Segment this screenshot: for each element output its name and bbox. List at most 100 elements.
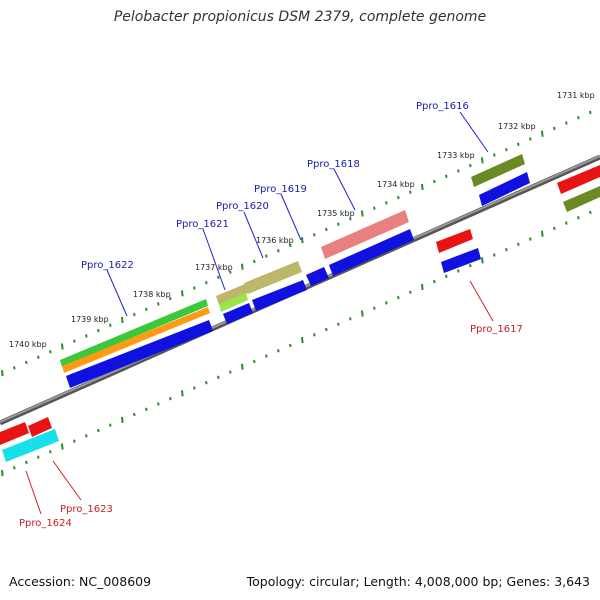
tick-mark xyxy=(25,460,28,465)
tick-mark xyxy=(73,439,76,443)
tick-mark xyxy=(157,302,160,306)
gene-ppro-1621-inner[interactable] xyxy=(219,293,248,312)
leader-ppro-1623 xyxy=(52,460,82,501)
tick-mark xyxy=(313,233,316,237)
gene-ppro-1622[interactable] xyxy=(60,299,208,367)
tick-mark xyxy=(505,247,508,252)
tick-mark xyxy=(13,366,16,370)
gene-ppro-1614[interactable] xyxy=(557,165,600,194)
tick-mark xyxy=(301,237,304,244)
tick-mark xyxy=(241,263,244,270)
tick-mark xyxy=(589,110,592,115)
leader-ppro-1617 xyxy=(469,280,494,322)
tick-mark xyxy=(385,201,388,205)
leader-ppro-1616 xyxy=(459,111,489,153)
tick-mark xyxy=(37,455,40,459)
tick-mark xyxy=(217,375,220,380)
gene-ppro-1615[interactable] xyxy=(563,186,600,212)
gene-ppro-1623-cyan[interactable] xyxy=(2,429,59,462)
tick-mark xyxy=(157,402,160,406)
gene-labels: Ppro_1616 Ppro_1618 Ppro_1619 Ppro_1620 … xyxy=(19,101,523,529)
tick-mark xyxy=(373,306,376,310)
cds-ppro-1619[interactable] xyxy=(252,280,307,311)
gene-ppro-1619[interactable] xyxy=(244,261,302,294)
cds-ppro-1616[interactable] xyxy=(479,172,530,206)
tick-mark xyxy=(1,370,4,377)
gene-ppro-1623[interactable] xyxy=(28,417,52,437)
tick-mark xyxy=(373,206,376,210)
cds-ppro-1620[interactable] xyxy=(306,267,329,286)
tick-mark xyxy=(121,316,124,324)
tick-mark xyxy=(13,466,16,470)
tick-mark xyxy=(553,126,556,131)
tick-mark xyxy=(481,257,484,264)
gene-label-ppro-1617[interactable]: Ppro_1617 xyxy=(470,324,523,335)
gene-label-ppro-1624[interactable]: Ppro_1624 xyxy=(19,518,72,529)
kbp-label: 1736 kbp xyxy=(256,236,294,245)
tick-mark xyxy=(169,396,172,401)
kbp-label: 1733 kbp xyxy=(437,151,475,160)
tick-mark xyxy=(397,295,400,300)
tick-mark xyxy=(469,163,472,168)
kbp-label: 1731 kbp xyxy=(557,91,595,100)
tick-mark xyxy=(265,354,268,358)
tick-mark xyxy=(85,334,88,338)
tick-mark xyxy=(541,230,544,237)
tick-mark xyxy=(181,290,184,297)
gene-label-ppro-1623[interactable]: Ppro_1623 xyxy=(60,504,113,515)
tick-mark xyxy=(421,283,424,291)
tick-mark xyxy=(205,380,208,385)
gene-label-ppro-1616[interactable]: Ppro_1616 xyxy=(416,101,469,112)
tick-mark xyxy=(205,280,208,285)
cds-ppro-1621[interactable] xyxy=(223,303,253,324)
gene-ppro-1616[interactable] xyxy=(471,154,525,187)
tick-mark xyxy=(445,274,448,278)
tick-mark xyxy=(493,253,496,257)
tick-mark xyxy=(409,290,412,294)
cds-ppro-1617[interactable] xyxy=(441,248,481,273)
tick-mark xyxy=(73,339,76,343)
leader-lines xyxy=(25,111,494,515)
gene-ppro-1621[interactable] xyxy=(216,284,248,305)
gene-ppro-1617[interactable] xyxy=(436,229,473,253)
tick-mark xyxy=(145,407,148,411)
tick-mark xyxy=(49,350,52,354)
tick-mark xyxy=(229,370,232,374)
gene-label-ppro-1621[interactable]: Ppro_1621 xyxy=(176,219,229,230)
forward-features xyxy=(60,154,600,388)
tick-mark xyxy=(553,226,556,231)
tick-mark xyxy=(169,296,172,301)
inner-tick-ring xyxy=(1,210,592,477)
tick-mark xyxy=(349,217,352,221)
tick-mark xyxy=(529,137,532,141)
tick-mark xyxy=(121,416,124,424)
gene-label-ppro-1620[interactable]: Ppro_1620 xyxy=(216,201,269,212)
tick-mark xyxy=(181,390,184,397)
tick-mark xyxy=(97,428,100,433)
tick-mark xyxy=(337,322,340,326)
leader-ppro-1622 xyxy=(106,269,128,317)
gene-ppro-1622-orange[interactable] xyxy=(62,307,210,373)
gene-label-ppro-1622[interactable]: Ppro_1622 xyxy=(81,260,134,271)
tick-mark xyxy=(541,130,544,137)
tick-mark xyxy=(565,221,568,225)
tick-mark xyxy=(133,312,136,317)
tick-mark xyxy=(61,443,64,450)
kbp-label: 1740 kbp xyxy=(9,340,47,349)
tick-mark xyxy=(277,249,280,253)
kbp-label: 1738 kbp xyxy=(133,290,171,299)
tick-mark xyxy=(517,142,520,147)
cds-ppro-1618[interactable] xyxy=(329,229,414,276)
gene-label-ppro-1618[interactable]: Ppro_1618 xyxy=(307,159,360,170)
tick-mark xyxy=(325,227,328,232)
gene-ppro-1618[interactable] xyxy=(321,210,409,259)
kbp-label: 1739 kbp xyxy=(71,315,109,324)
accession-text: Accession: NC_008609 xyxy=(9,574,152,589)
tick-mark xyxy=(577,116,580,120)
tick-mark xyxy=(265,254,268,258)
cds-ppro-1622[interactable] xyxy=(66,320,213,388)
summary-text: Topology: circular; Length: 4,008,000 bp… xyxy=(246,574,590,589)
gene-ppro-1624[interactable] xyxy=(0,422,29,445)
kbp-label: 1737 kbp xyxy=(195,263,233,272)
gene-label-ppro-1619[interactable]: Ppro_1619 xyxy=(254,184,307,195)
